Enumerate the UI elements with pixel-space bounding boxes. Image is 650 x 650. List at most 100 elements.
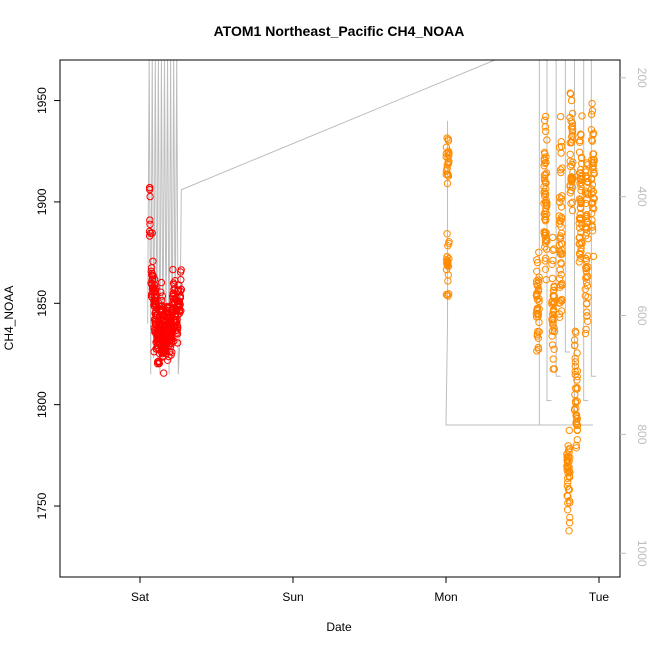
series2-point-71 xyxy=(533,256,541,264)
series2-point-21 xyxy=(443,179,452,188)
series2-point-430 xyxy=(582,300,591,308)
series2-point-458 xyxy=(583,273,591,281)
series2-point-252 xyxy=(565,527,573,535)
series2-point-277 xyxy=(565,472,573,480)
series2-point-218 xyxy=(558,240,566,248)
series2-point-88 xyxy=(535,328,543,336)
series2-point-357 xyxy=(571,390,579,399)
series2-point-44 xyxy=(443,258,451,266)
y-right-tick-label-400: 400 xyxy=(635,187,649,207)
series2-point-487 xyxy=(587,110,596,119)
series2-point-233 xyxy=(558,250,566,258)
series2-point-441 xyxy=(581,329,590,338)
series2-point-188 xyxy=(549,246,557,255)
series2-point-316 xyxy=(567,173,576,182)
series2-point-70 xyxy=(535,297,543,306)
series2-point-485 xyxy=(588,181,597,189)
series2-point-164 xyxy=(548,341,557,349)
series2-point-68 xyxy=(535,248,543,257)
y-tick-label-1900: 1900 xyxy=(35,188,49,215)
series2-point-358 xyxy=(571,362,579,370)
series2-point-404 xyxy=(577,247,585,256)
series2-point-342 xyxy=(570,336,579,344)
series2-point-232 xyxy=(557,307,566,315)
series2-point-237 xyxy=(557,149,565,157)
series2-point-447 xyxy=(583,312,591,320)
series2-point-174 xyxy=(548,260,556,268)
series2-point-435 xyxy=(582,256,591,265)
series1-point-287 xyxy=(170,337,178,345)
series1-point-4 xyxy=(146,216,154,224)
series2-point-279 xyxy=(563,450,571,458)
altitude-trace-1 xyxy=(147,60,496,375)
series2-point-207 xyxy=(556,235,564,243)
series1-point-146 xyxy=(157,278,166,287)
series2-point-86 xyxy=(534,276,543,284)
series2-point-180 xyxy=(549,286,558,295)
y-tick-label-1850: 1850 xyxy=(35,290,49,317)
series2-point-419 xyxy=(583,282,592,290)
series2-point-46 xyxy=(445,239,453,248)
series2-point-481 xyxy=(589,252,598,261)
series2-point-355 xyxy=(571,327,579,335)
series2-point-492 xyxy=(590,169,598,177)
series2-point-78 xyxy=(533,306,541,315)
x-tick-label-tue: Tue xyxy=(589,590,610,604)
series2-point-84 xyxy=(533,279,541,288)
series1-point-308 xyxy=(173,339,182,347)
series2-point-276 xyxy=(565,448,573,456)
series2-point-165 xyxy=(549,355,557,363)
series2-point-269 xyxy=(564,492,572,500)
series2-point-436 xyxy=(584,317,592,325)
series2-point-407 xyxy=(576,204,585,213)
series2-point-138 xyxy=(541,217,550,225)
series1-point-322 xyxy=(175,302,183,311)
series2-point-450 xyxy=(584,235,592,243)
series2-point-48 xyxy=(443,260,451,269)
series2-point-47 xyxy=(443,253,451,261)
series2-point-231 xyxy=(556,283,564,291)
altitude-lines xyxy=(147,60,596,426)
series2-point-311 xyxy=(567,138,576,147)
series1-point-67 xyxy=(150,297,158,305)
series2-point-352 xyxy=(572,411,580,419)
series2-point-50 xyxy=(533,277,541,285)
series2-point-451 xyxy=(582,168,590,176)
series2-point-466 xyxy=(588,227,597,235)
series2-point-239 xyxy=(558,192,566,200)
series2-point-319 xyxy=(569,132,577,140)
series1-point-334 xyxy=(176,294,184,302)
series2-point-16 xyxy=(444,172,453,180)
series2-point-85 xyxy=(534,286,542,295)
series2-point-289 xyxy=(567,199,575,208)
x-tick-label-sat: Sat xyxy=(131,590,150,604)
series2-point-39 xyxy=(444,277,452,285)
altitude-trace-tue-2 xyxy=(555,60,561,377)
series2-point-395 xyxy=(577,238,586,246)
series2-point-172 xyxy=(549,233,557,242)
series2-point-377 xyxy=(575,258,583,266)
y-tick-label-1750: 1750 xyxy=(35,492,49,519)
series2-point-221 xyxy=(557,217,565,225)
series2-point-147 xyxy=(540,162,548,170)
series2-point-114 xyxy=(542,127,550,136)
series2-point-293 xyxy=(568,128,577,136)
series2-point-350 xyxy=(573,421,582,429)
series2-point-273 xyxy=(565,519,574,527)
y-tick-label-1950: 1950 xyxy=(35,87,49,114)
y-right-tick-label-600: 600 xyxy=(635,306,649,326)
series2-point-213 xyxy=(557,259,565,267)
series2-point-182 xyxy=(549,327,557,335)
series2-point-308 xyxy=(568,109,577,118)
series2-point-312 xyxy=(567,90,575,98)
y-right-tick-label-200: 200 xyxy=(635,68,649,88)
series2-point-31 xyxy=(443,230,451,238)
series2-point-343 xyxy=(573,426,582,434)
series2-point-302 xyxy=(568,122,577,130)
series2-point-210 xyxy=(556,112,565,121)
series2-point-457 xyxy=(583,278,591,286)
series2-point-439 xyxy=(583,159,591,167)
series2-point-83 xyxy=(532,310,541,318)
plot-frame xyxy=(59,59,621,578)
